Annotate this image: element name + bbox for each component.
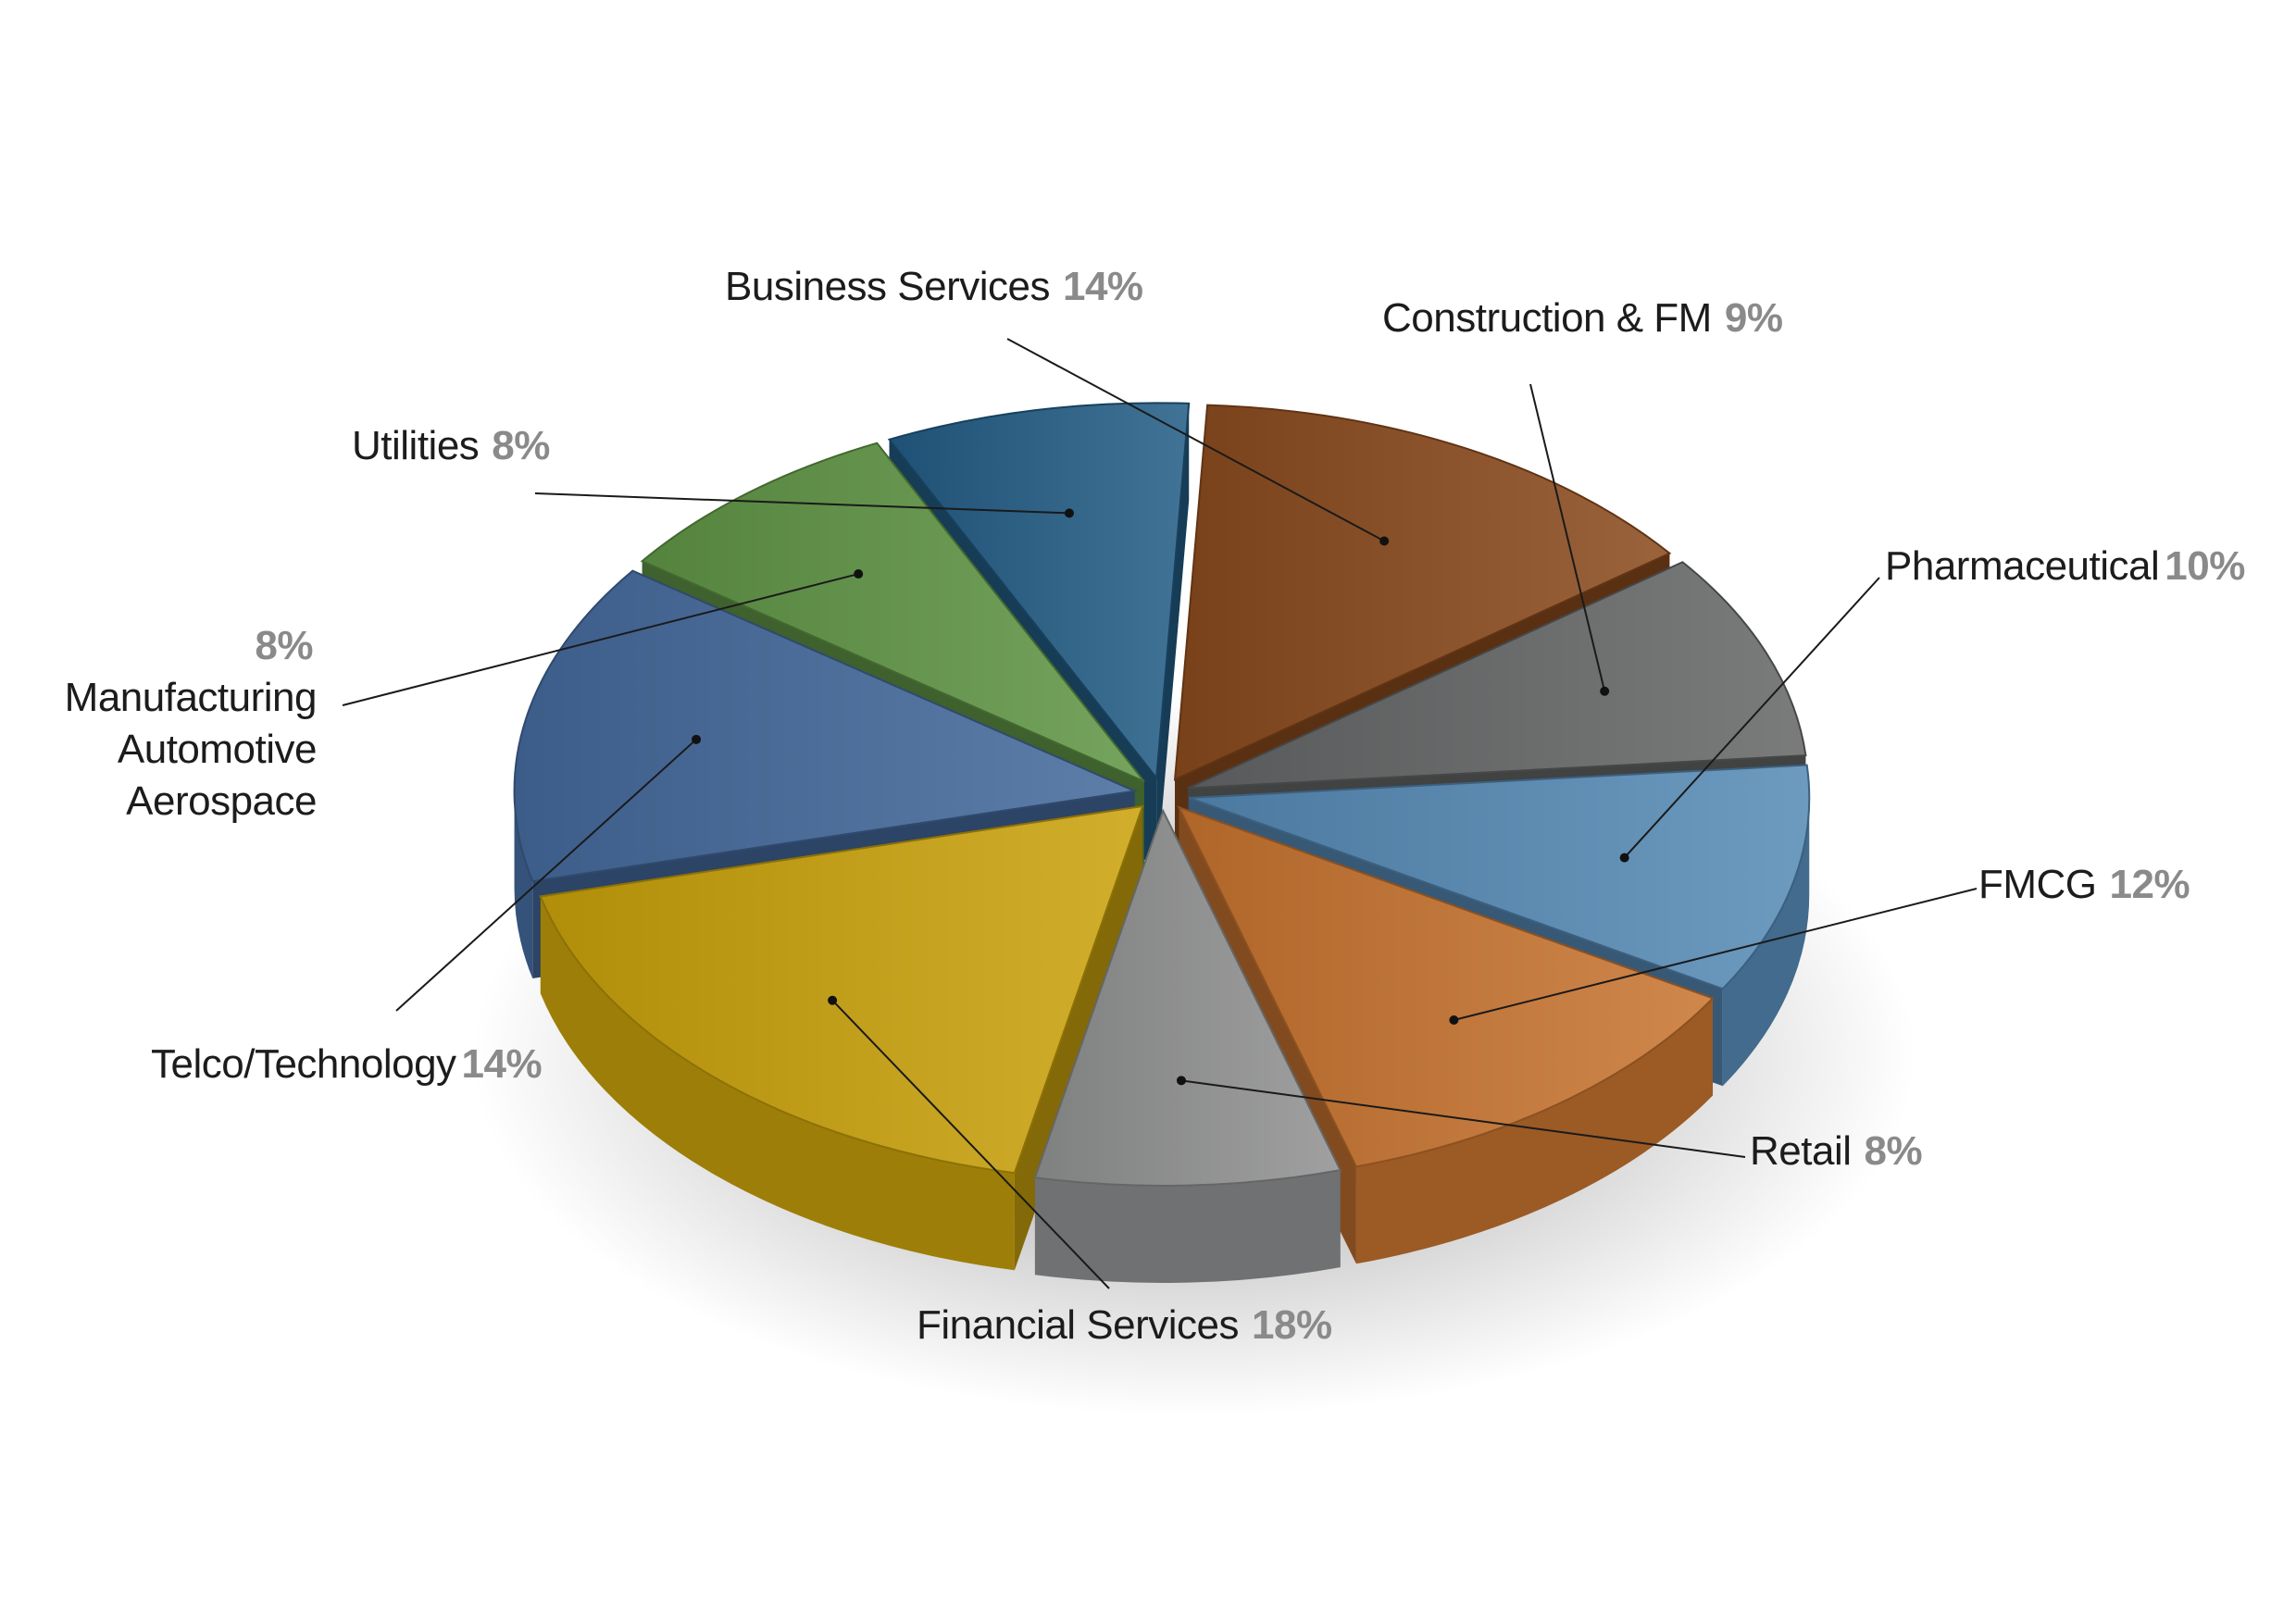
slice-construction-fm: [1187, 561, 1807, 790]
label-utilities: Utilities 8%: [352, 423, 550, 468]
leader-line-fmcg: [1454, 888, 1978, 1021]
leader-line-business-services: [1006, 338, 1385, 542]
slice-business-services: [1173, 404, 1672, 781]
leader-dot-retail: [1176, 1076, 1186, 1086]
label-telco-technology: Telco/Technology 14%: [151, 1041, 543, 1087]
leader-dot-financial-services: [828, 995, 838, 1005]
slice-financial-services: [539, 804, 1144, 1175]
slice-fmcg: [1177, 805, 1715, 1168]
leader-dot-construction-fm: [1600, 686, 1610, 696]
leader-line-telco-technology: [395, 739, 697, 1012]
slice-side-financial-services: [540, 896, 1015, 1271]
label-construction-fm: Construction & FM 9%: [1382, 295, 1783, 341]
leader-line-retail: [1180, 1079, 1746, 1158]
label-manufacturing: 8% Manufacturing Automotive Aerospace: [64, 623, 318, 824]
leader-dot-manufacturing-automotive-aerospace: [854, 569, 864, 579]
label-pharmaceutical: Pharmaceutical 10%: [1885, 543, 2245, 589]
leader-dot-business-services: [1379, 536, 1390, 546]
leader-dot-telco-technology: [692, 734, 702, 744]
label-business-services: Business Services 14%: [725, 264, 1143, 309]
slice-pharmaceutical: [1188, 764, 1811, 990]
leader-line-financial-services: [831, 1000, 1110, 1289]
slice-manufacturing-automotive-aerospace: [640, 442, 1145, 783]
slice-side-fmcg: [1355, 998, 1714, 1264]
leader-line-pharmaceutical: [1623, 577, 1880, 859]
label-retail: Retail 8%: [1750, 1128, 1923, 1174]
leader-line-manufacturing-automotive-aerospace: [342, 573, 859, 706]
leader-line-utilities: [534, 492, 1070, 515]
slice-telco-technology: [513, 569, 1139, 883]
label-fmcg: FMCG 12%: [1978, 862, 2190, 907]
leader-dot-pharmaceutical: [1619, 853, 1629, 863]
slice-wall-utilities: [1156, 403, 1190, 876]
label-financial-services: Financial Services 18%: [917, 1302, 1332, 1348]
slice-utilities: [887, 402, 1191, 780]
slice-side-retail: [1034, 1170, 1341, 1283]
leader-line-construction-fm: [1529, 383, 1606, 691]
leader-dot-utilities: [1064, 508, 1074, 518]
leader-dot-fmcg: [1449, 1015, 1459, 1026]
